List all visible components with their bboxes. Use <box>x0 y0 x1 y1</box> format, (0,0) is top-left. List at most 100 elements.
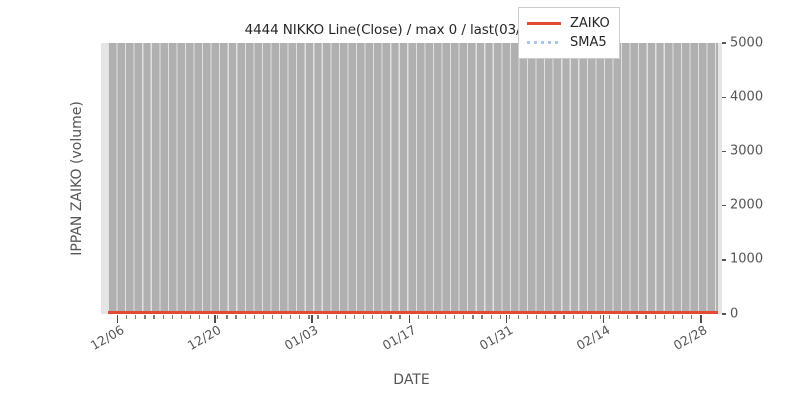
series-line-zaiko <box>108 311 718 314</box>
y-tick-mark <box>722 259 726 261</box>
x-tick-minor <box>363 315 365 319</box>
y-axis-title: IPPAN ZAIKO (volume) <box>69 101 85 256</box>
x-tick-minor <box>636 315 638 319</box>
x-tick-minor <box>654 315 656 319</box>
x-tick-major <box>311 315 313 323</box>
y-axis-right: 0 1000 2000 3000 4000 5000 <box>722 36 800 320</box>
legend-item-sma5[interactable]: SMA5 <box>527 33 610 52</box>
x-tick-minor <box>126 315 128 319</box>
x-tick-minor <box>590 315 592 319</box>
x-tick-label: 12/06 <box>87 322 127 354</box>
x-tick-minor <box>517 315 520 319</box>
x-tick-minor <box>171 315 173 319</box>
x-tick-label: 02/14 <box>573 322 613 354</box>
x-tick-minor <box>262 315 264 319</box>
x-tick-label: 12/20 <box>184 322 224 354</box>
x-tick-minor <box>281 315 283 319</box>
x-tick-minor <box>627 315 629 319</box>
x-tick-major <box>214 315 216 323</box>
y-tick-mark <box>722 204 726 207</box>
x-tick-minor <box>490 315 492 319</box>
x-tick-minor <box>472 315 474 319</box>
x-tick-major <box>117 315 119 323</box>
x-tick-minor <box>399 315 401 319</box>
y-tick-label: 1000 <box>730 251 764 267</box>
x-tick-minor <box>563 315 565 319</box>
x-tick-minor <box>372 315 374 319</box>
x-tick-minor <box>199 315 201 319</box>
y-tick-label: 5000 <box>730 35 764 50</box>
x-tick-minor <box>353 315 356 319</box>
x-tick-minor <box>481 315 483 319</box>
x-tick-minor <box>299 315 301 319</box>
x-tick-major <box>505 315 508 323</box>
x-tick-minor <box>326 315 328 319</box>
x-tick-minor <box>663 315 665 319</box>
x-tick-minor <box>235 315 237 319</box>
x-tick-minor <box>536 315 538 319</box>
x-tick-minor <box>545 315 547 319</box>
x-tick-minor <box>381 315 383 319</box>
x-tick-label: 02/28 <box>670 322 710 354</box>
x-tick-minor <box>335 315 337 319</box>
x-tick-minor <box>153 315 155 319</box>
x-tick-minor <box>681 315 684 319</box>
x-tick-minor <box>445 315 447 319</box>
plot-data-area <box>108 43 718 314</box>
x-tick-minor <box>189 315 192 319</box>
x-tick-minor <box>317 315 319 319</box>
x-tick-minor <box>253 315 255 319</box>
legend-label-sma5: SMA5 <box>570 35 607 50</box>
x-tick-minor <box>135 315 137 319</box>
x-tick-minor <box>572 315 574 319</box>
x-tick-minor <box>454 315 456 319</box>
x-tick-minor <box>290 315 292 319</box>
y-tick-mark <box>722 96 726 98</box>
x-axis-title: DATE <box>393 372 430 388</box>
y-tick-mark <box>722 42 726 44</box>
x-tick-minor <box>499 315 501 319</box>
x-tick-minor <box>527 315 529 319</box>
legend-item-zaiko[interactable]: ZAIKO <box>527 14 610 33</box>
x-tick-minor <box>208 315 210 319</box>
chart-legend[interactable]: ZAIKO SMA5 <box>518 7 620 59</box>
chart-title: 4444 NIKKO Line(Close) / max 0 / last(03… <box>244 22 556 38</box>
x-tick-major <box>602 315 605 323</box>
x-tick-label: 01/31 <box>476 322 516 354</box>
x-tick-minor <box>645 315 647 319</box>
x-tick-minor <box>390 315 392 319</box>
y-tick-label: 4000 <box>730 89 764 105</box>
x-tick-minor <box>417 315 419 319</box>
x-tick-major <box>408 315 410 323</box>
x-tick-label: 01/17 <box>379 322 419 354</box>
x-tick-minor <box>271 315 274 319</box>
legend-swatch-dotted-line-icon <box>527 37 561 49</box>
x-axis-tick-labels: 12/06 12/20 01/03 01/17 01/31 02/14 02/28 <box>88 322 722 372</box>
vertical-gridlines <box>108 43 718 314</box>
x-tick-minor <box>508 315 510 319</box>
y-tick-mark <box>722 313 726 315</box>
x-tick-minor <box>308 315 310 319</box>
series-layer <box>108 43 718 314</box>
x-tick-minor <box>618 315 620 319</box>
x-tick-minor <box>599 315 602 319</box>
x-tick-minor <box>435 315 438 319</box>
x-tick-minor <box>344 315 346 319</box>
y-tick-label: 0 <box>730 306 739 321</box>
x-tick-minor <box>162 315 164 319</box>
x-tick-minor <box>217 315 219 319</box>
y-tick-label: 3000 <box>730 143 764 159</box>
x-tick-minor <box>244 315 246 319</box>
y-tick-label: 2000 <box>730 197 764 213</box>
legend-label-zaiko: ZAIKO <box>570 16 610 31</box>
x-tick-minor <box>581 315 583 319</box>
legend-swatch-line-icon <box>527 18 561 30</box>
x-tick-minor <box>554 315 556 319</box>
x-tick-minor <box>226 315 228 319</box>
x-tick-minor <box>691 315 693 319</box>
plot-axes-area <box>101 43 722 314</box>
x-tick-minor <box>609 315 611 319</box>
x-tick-minor <box>180 315 182 319</box>
x-tick-minor <box>463 315 465 319</box>
